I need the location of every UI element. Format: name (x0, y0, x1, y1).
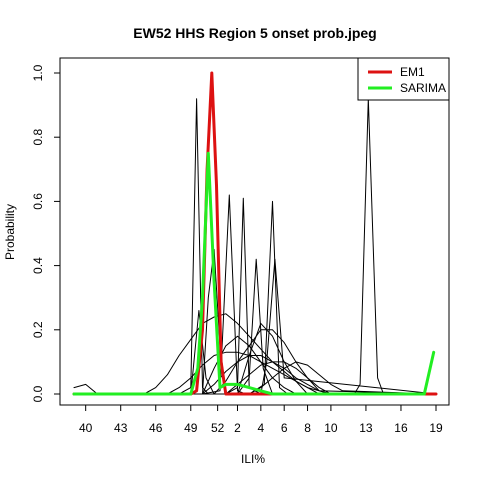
x-tick-label: 49 (184, 421, 198, 435)
x-tick-label: 19 (429, 421, 443, 435)
y-tick-label: 0.2 (31, 321, 45, 338)
y-tick-label: 0.0 (31, 385, 45, 402)
x-tick-label: 16 (394, 421, 408, 435)
x-tick-label: 8 (304, 421, 311, 435)
y-tick-label: 0.4 (31, 257, 45, 274)
x-tick-label: 10 (324, 421, 338, 435)
chart-title: EW52 HHS Region 5 onset prob.jpeg (133, 25, 376, 41)
x-tick-label: 4 (257, 421, 264, 435)
x-tick-label: 13 (359, 421, 373, 435)
series-line-16 (73, 335, 437, 395)
series-sarima (72, 151, 436, 396)
series-line-14 (73, 361, 437, 395)
legend-label-sarima: SARIMA (400, 81, 446, 95)
y-tick-label: 0.6 (31, 193, 45, 210)
series-layer (72, 71, 438, 396)
axis-layer: 40 43 46 49 52 2 4 6 8 10 13 16 190.00.20.40.60.81.0 (31, 64, 443, 435)
y-tick-label: 0.8 (31, 129, 45, 146)
y-tick-label: 1.0 (31, 64, 45, 81)
x-tick-label: 43 (114, 421, 128, 435)
x-tick-label: 46 (149, 421, 163, 435)
legend-label-em1: EM1 (400, 65, 425, 79)
x-tick-label: 40 (79, 421, 93, 435)
x-tick-label: 6 (281, 421, 288, 435)
x-tick-label: 52 (211, 421, 225, 435)
y-axis-label: Probability (3, 204, 17, 260)
x-tick-label: 2 (234, 421, 241, 435)
x-axis-label: ILI% (241, 452, 265, 466)
series-line-17 (73, 322, 437, 395)
legend: EM1 SARIMA (357, 57, 450, 101)
legend-box (357, 57, 450, 101)
